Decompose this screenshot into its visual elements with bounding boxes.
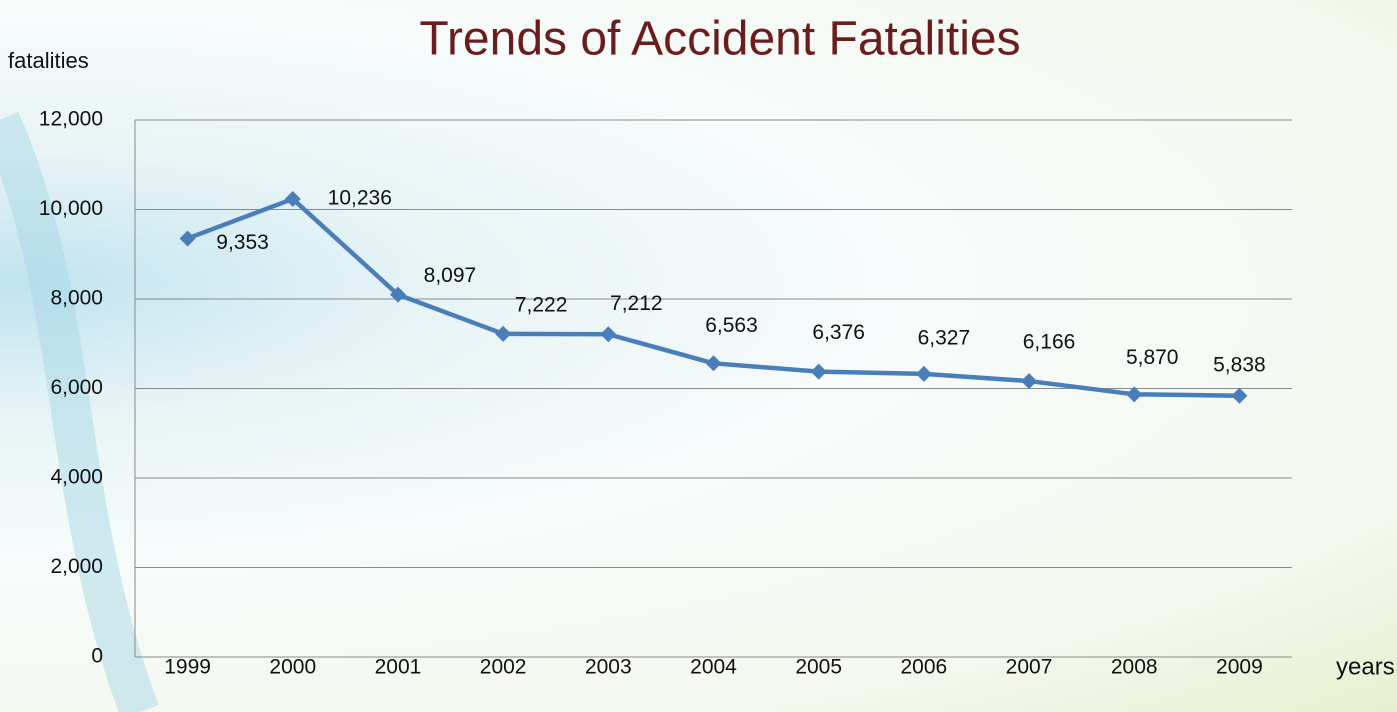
x-tick-label: 2006 bbox=[901, 656, 948, 679]
marker bbox=[915, 365, 932, 382]
y-axis-label: fatalities bbox=[8, 48, 89, 73]
data-label: 7,212 bbox=[610, 292, 663, 315]
marker bbox=[179, 230, 196, 247]
data-label: 6,327 bbox=[918, 326, 971, 349]
data-label: 6,166 bbox=[1023, 331, 1076, 354]
x-tick-label: 2004 bbox=[690, 656, 737, 679]
marker bbox=[1126, 386, 1143, 403]
x-tick-label: 1999 bbox=[164, 656, 211, 679]
y-tick-label: 12,000 bbox=[39, 108, 103, 131]
marker bbox=[810, 363, 827, 380]
y-tick-label: 8,000 bbox=[50, 287, 103, 310]
y-tick-label: 6,000 bbox=[50, 376, 103, 399]
data-label: 7,222 bbox=[515, 293, 568, 316]
marker bbox=[284, 190, 301, 207]
data-label: 5,838 bbox=[1213, 353, 1266, 376]
marker bbox=[495, 325, 512, 342]
x-tick-label: 2000 bbox=[269, 656, 316, 679]
marker bbox=[705, 355, 722, 372]
data-label: 5,870 bbox=[1126, 346, 1179, 369]
y-tick-label: 10,000 bbox=[39, 197, 103, 220]
x-tick-label: 2007 bbox=[1006, 656, 1053, 679]
marker bbox=[600, 326, 617, 343]
x-tick-label: 2009 bbox=[1216, 656, 1263, 679]
x-axis-label: years bbox=[1336, 653, 1395, 680]
marker bbox=[389, 286, 406, 303]
data-label: 8,097 bbox=[424, 264, 477, 287]
marker bbox=[1021, 373, 1038, 390]
data-label: 6,563 bbox=[705, 314, 758, 337]
x-tick-label: 2002 bbox=[480, 656, 527, 679]
background-swoosh bbox=[0, 111, 159, 712]
data-label: 9,353 bbox=[216, 231, 269, 254]
chart-title: Trends of Accident Fatalities bbox=[419, 13, 1020, 66]
data-label: 10,236 bbox=[328, 186, 392, 209]
y-tick-label: 0 bbox=[91, 645, 103, 668]
y-tick-label: 2,000 bbox=[50, 555, 103, 578]
data-label: 6,376 bbox=[812, 321, 865, 344]
x-tick-label: 2001 bbox=[375, 656, 422, 679]
x-tick-label: 2003 bbox=[585, 656, 632, 679]
marker bbox=[1231, 387, 1248, 404]
x-tick-label: 2008 bbox=[1111, 656, 1158, 679]
x-tick-label: 2005 bbox=[795, 656, 842, 679]
y-tick-label: 4,000 bbox=[50, 466, 103, 489]
